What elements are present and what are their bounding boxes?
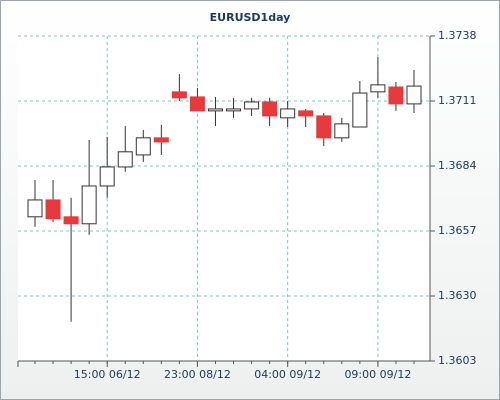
candle-body: [99, 166, 115, 187]
y-tick-label: 1.3738: [438, 29, 477, 42]
y-tick-label: 1.3657: [438, 224, 477, 237]
candle-body: [406, 85, 422, 105]
candle-body: [171, 91, 187, 99]
candle-body: [189, 96, 205, 112]
candle-body: [334, 123, 350, 139]
candle-body: [280, 108, 296, 119]
candle-body: [207, 108, 223, 112]
candle-body: [352, 92, 368, 128]
y-tick-label: 1.3684: [438, 159, 477, 172]
chart-title: EURUSD1day: [210, 11, 291, 24]
candle-body: [244, 101, 260, 110]
x-tick-label: 15:00 06/12: [74, 368, 141, 381]
candle-body: [262, 101, 278, 117]
candle-body: [388, 86, 404, 105]
candle-body: [226, 108, 242, 112]
candle-body: [81, 185, 97, 225]
candle-body: [135, 137, 151, 156]
candle-body: [63, 216, 79, 225]
candle-body: [153, 137, 169, 143]
candle-body: [370, 84, 386, 93]
x-tick-label: 04:00 09/12: [254, 368, 321, 381]
y-tick-label: 1.3630: [438, 289, 477, 302]
candle-body: [45, 199, 61, 220]
candle-body: [27, 199, 43, 218]
candle-body: [117, 151, 133, 168]
candle-body: [298, 110, 314, 117]
plot-area: [18, 36, 430, 361]
x-tick-label: 09:00 09/12: [344, 368, 411, 381]
y-tick-label: 1.3711: [438, 94, 477, 107]
x-tick-label: 23:00 08/12: [164, 368, 231, 381]
y-tick-label: 1.3603: [438, 354, 477, 367]
candle-body: [316, 115, 332, 139]
